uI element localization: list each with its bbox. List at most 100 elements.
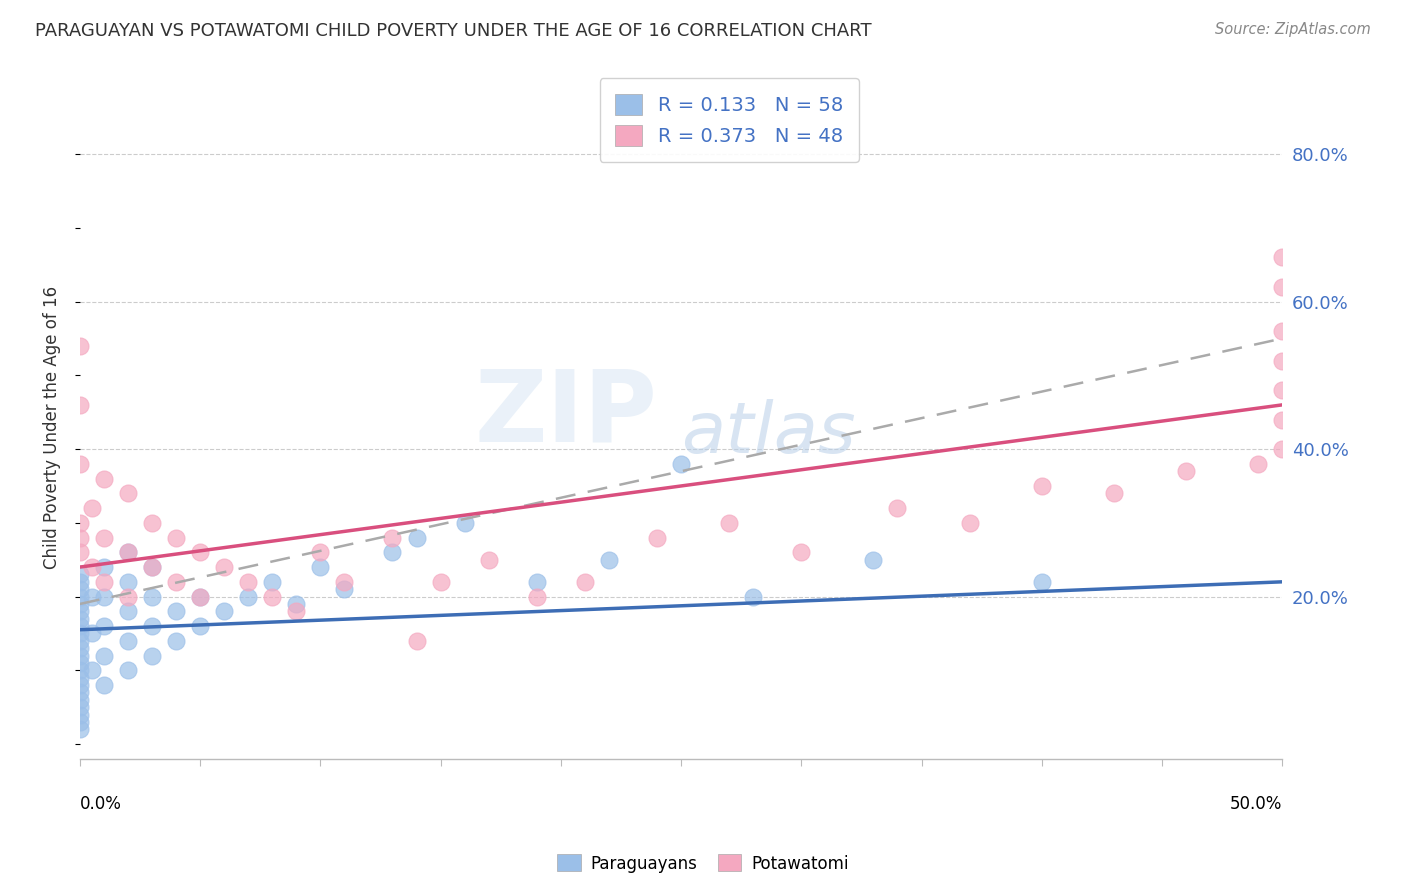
Point — [80, 626, 103, 640]
Point — [69, 633, 91, 648]
Y-axis label: Child Poverty Under the Age of 16: Child Poverty Under the Age of 16 — [44, 285, 60, 568]
Point — [69, 457, 91, 471]
Point — [478, 552, 501, 566]
Point — [959, 516, 981, 530]
Point — [1247, 457, 1270, 471]
Point — [93, 531, 115, 545]
Point — [862, 552, 884, 566]
Point — [93, 574, 115, 589]
Point — [285, 604, 308, 618]
Point — [141, 648, 163, 663]
Point — [117, 545, 139, 559]
Point — [117, 663, 139, 677]
Point — [669, 457, 692, 471]
Point — [69, 723, 91, 737]
Point — [1271, 383, 1294, 397]
Point — [69, 604, 91, 618]
Point — [742, 590, 765, 604]
Point — [69, 648, 91, 663]
Point — [93, 590, 115, 604]
Text: Source: ZipAtlas.com: Source: ZipAtlas.com — [1215, 22, 1371, 37]
Point — [165, 604, 187, 618]
Point — [69, 619, 91, 633]
Point — [309, 560, 332, 574]
Point — [69, 597, 91, 611]
Point — [238, 590, 260, 604]
Point — [80, 501, 103, 516]
Point — [117, 574, 139, 589]
Point — [69, 516, 91, 530]
Point — [141, 560, 163, 574]
Point — [309, 545, 332, 559]
Point — [69, 545, 91, 559]
Point — [69, 714, 91, 729]
Point — [886, 501, 908, 516]
Point — [69, 582, 91, 597]
Point — [69, 339, 91, 353]
Point — [238, 574, 260, 589]
Point — [80, 590, 103, 604]
Point — [69, 626, 91, 640]
Point — [1031, 574, 1053, 589]
Point — [69, 612, 91, 626]
Point — [1271, 353, 1294, 368]
Point — [69, 574, 91, 589]
Point — [69, 641, 91, 656]
Point — [526, 590, 548, 604]
Point — [165, 633, 187, 648]
Point — [598, 552, 620, 566]
Point — [188, 590, 211, 604]
Point — [188, 619, 211, 633]
Point — [69, 671, 91, 685]
Point — [333, 574, 356, 589]
Point — [381, 531, 404, 545]
Point — [69, 398, 91, 412]
Point — [69, 685, 91, 699]
Point — [429, 574, 451, 589]
Point — [69, 567, 91, 582]
Point — [117, 545, 139, 559]
Point — [117, 590, 139, 604]
Point — [188, 590, 211, 604]
Point — [574, 574, 596, 589]
Point — [80, 663, 103, 677]
Point — [285, 597, 308, 611]
Point — [1271, 442, 1294, 456]
Point — [69, 693, 91, 707]
Point — [141, 560, 163, 574]
Point — [69, 656, 91, 670]
Point — [69, 700, 91, 714]
Point — [1102, 486, 1125, 500]
Point — [453, 516, 475, 530]
Point — [69, 678, 91, 692]
Legend: Paraguayans, Potawatomi: Paraguayans, Potawatomi — [551, 847, 855, 880]
Legend: R = 0.133   N = 58, R = 0.373   N = 48: R = 0.133 N = 58, R = 0.373 N = 48 — [599, 78, 859, 161]
Point — [117, 604, 139, 618]
Text: atlas: atlas — [681, 399, 856, 468]
Point — [165, 531, 187, 545]
Point — [80, 560, 103, 574]
Text: PARAGUAYAN VS POTAWATOMI CHILD POVERTY UNDER THE AGE OF 16 CORRELATION CHART: PARAGUAYAN VS POTAWATOMI CHILD POVERTY U… — [35, 22, 872, 40]
Point — [69, 707, 91, 722]
Text: 0.0%: 0.0% — [80, 796, 122, 814]
Point — [165, 574, 187, 589]
Point — [93, 560, 115, 574]
Point — [93, 648, 115, 663]
Point — [1271, 412, 1294, 426]
Point — [141, 516, 163, 530]
Point — [1271, 280, 1294, 294]
Point — [526, 574, 548, 589]
Text: ZIP: ZIP — [474, 365, 657, 462]
Point — [117, 486, 139, 500]
Point — [1271, 251, 1294, 265]
Point — [1031, 479, 1053, 493]
Point — [141, 590, 163, 604]
Point — [212, 604, 235, 618]
Point — [333, 582, 356, 597]
Point — [381, 545, 404, 559]
Point — [141, 619, 163, 633]
Point — [93, 472, 115, 486]
Point — [645, 531, 668, 545]
Point — [1271, 324, 1294, 338]
Point — [212, 560, 235, 574]
